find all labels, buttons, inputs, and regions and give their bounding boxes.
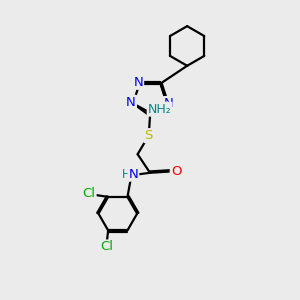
Text: S: S bbox=[145, 129, 153, 142]
Text: N: N bbox=[134, 76, 143, 89]
Text: N: N bbox=[126, 96, 136, 109]
Text: Cl: Cl bbox=[82, 187, 96, 200]
Text: N: N bbox=[164, 97, 174, 110]
Text: Cl: Cl bbox=[100, 241, 113, 254]
Text: N: N bbox=[128, 167, 138, 181]
Text: O: O bbox=[171, 165, 181, 178]
Text: H: H bbox=[122, 167, 130, 181]
Text: NH₂: NH₂ bbox=[148, 103, 171, 116]
